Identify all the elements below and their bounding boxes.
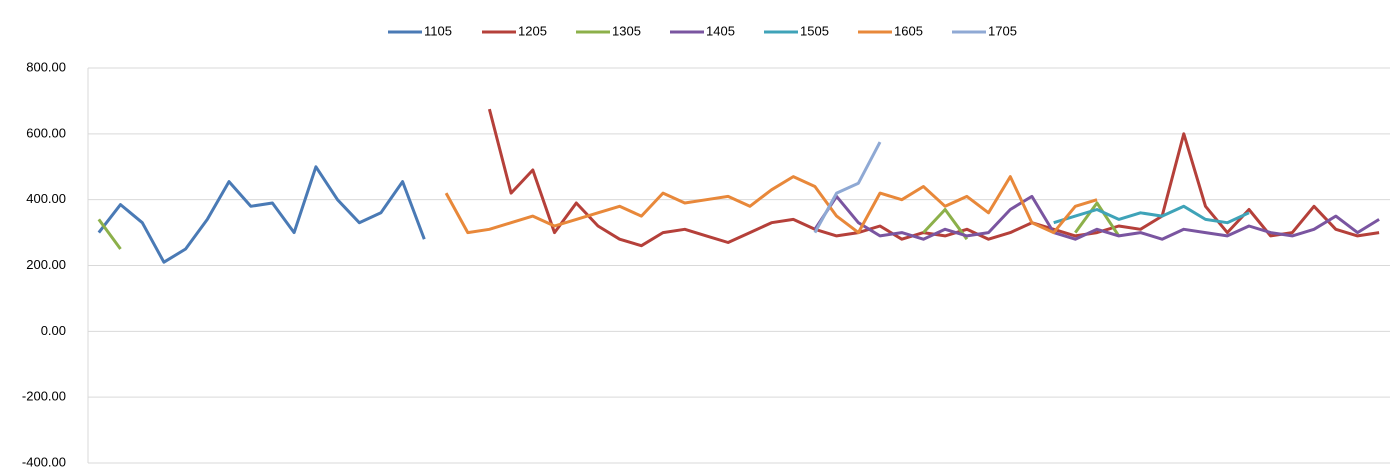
legend-label: 1605 [894, 23, 923, 38]
y-tick-label: 600.00 [26, 125, 66, 140]
series-line [813, 141, 882, 234]
y-tick-label: 0.00 [41, 323, 66, 338]
series-line [1053, 204, 1250, 225]
series-line [97, 201, 1121, 250]
y-tick-label: -200.00 [22, 389, 66, 404]
legend-label: 1205 [518, 23, 547, 38]
series-line [99, 167, 468, 262]
legend-label: 1305 [612, 23, 641, 38]
series-line [813, 194, 1380, 241]
legend-label: 1405 [706, 23, 735, 38]
y-tick-label: -400.00 [22, 454, 66, 468]
legend-label: 1705 [988, 23, 1017, 38]
legend-label: 1105 [424, 23, 452, 38]
y-tick-label: 200.00 [26, 257, 66, 272]
series-line [487, 108, 1380, 248]
y-tick-label: 400.00 [26, 191, 66, 206]
series-line [444, 175, 1098, 235]
y-tick-label: 800.00 [26, 59, 66, 74]
legend-label: 1505 [800, 23, 829, 38]
